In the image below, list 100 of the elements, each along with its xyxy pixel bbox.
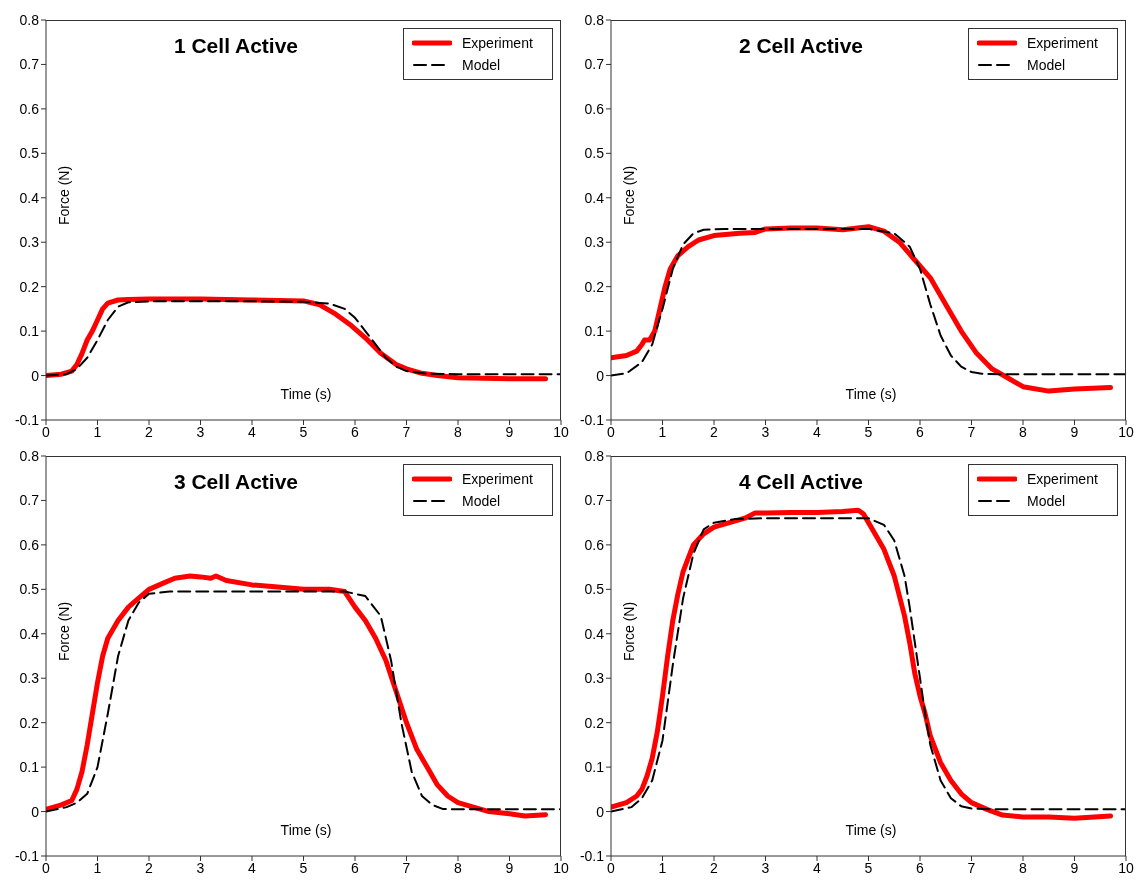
x-tick-label: 4 <box>248 859 257 876</box>
legend-label: Model <box>462 493 501 509</box>
x-tick-label: 1 <box>93 423 102 440</box>
x-axis-title: Time (s) <box>279 386 333 402</box>
y-tick-label: -0.1 <box>14 847 40 864</box>
y-tick-label: 0.3 <box>584 234 605 251</box>
y-tick-label: 0.8 <box>584 447 605 464</box>
y-tick-label: 0 <box>596 367 605 384</box>
legend-label: Model <box>1027 493 1066 509</box>
x-tick-label: 0 <box>42 423 51 440</box>
x-tick-label: 6 <box>916 423 925 440</box>
x-tick-label: 6 <box>916 859 925 876</box>
y-tick-label: 0.1 <box>584 759 605 776</box>
x-tick-label: 1 <box>93 859 102 876</box>
x-tick-label: 1 <box>658 859 667 876</box>
x-tick-label: 2 <box>145 423 154 440</box>
y-tick-label: 0.1 <box>19 759 40 776</box>
y-tick-label: 0.7 <box>584 492 605 509</box>
y-tick-label: 0.4 <box>19 625 40 642</box>
x-tick-label: 8 <box>454 859 463 876</box>
x-tick-label: 9 <box>505 859 514 876</box>
y-tick-label: 0.3 <box>19 234 40 251</box>
y-tick-label: 0.3 <box>19 670 40 687</box>
y-tick-label: 0.5 <box>19 581 40 598</box>
x-tick-label: 2 <box>710 423 719 440</box>
text: 3 Cell Active <box>172 470 300 494</box>
x-axis-title: Time (s) <box>844 822 898 838</box>
y-axis-title: Force (N) <box>621 165 637 225</box>
y-tick-label: 0.6 <box>584 536 605 553</box>
y-axis-title: Force (N) <box>56 601 72 661</box>
x-tick-label: 9 <box>1070 859 1079 876</box>
y-tick-label: 0.4 <box>584 625 605 642</box>
x-tick-label: 10 <box>553 859 569 876</box>
x-tick-label: 10 <box>553 423 569 440</box>
y-tick-label: 0.8 <box>584 11 605 28</box>
y-tick-label: 0.7 <box>584 56 605 73</box>
y-tick-label: 0.1 <box>19 323 40 340</box>
x-tick-label: 5 <box>299 859 308 876</box>
y-tick-label: 0 <box>31 367 40 384</box>
x-tick-label: 3 <box>761 423 770 440</box>
x-tick-label: 2 <box>710 859 719 876</box>
legend-label: Model <box>1027 57 1066 73</box>
y-tick-label: 0.4 <box>584 189 605 206</box>
legend-label: Experiment <box>462 35 533 51</box>
x-tick-label: 9 <box>505 423 514 440</box>
y-tick-label: 0 <box>596 803 605 820</box>
y-tick-label: 0.5 <box>19 145 40 162</box>
y-tick-label: 0.2 <box>19 278 40 295</box>
y-tick-label: 0.8 <box>19 447 40 464</box>
x-tick-label: 0 <box>42 859 51 876</box>
x-tick-label: 7 <box>402 859 411 876</box>
x-tick-label: 4 <box>248 423 257 440</box>
x-tick-label: 6 <box>351 423 360 440</box>
text: 1 Cell Active <box>172 34 300 58</box>
y-tick-label: 0.2 <box>584 278 605 295</box>
y-tick-label: 0.1 <box>584 323 605 340</box>
y-tick-label: 0.2 <box>19 714 40 731</box>
x-tick-label: 9 <box>1070 423 1079 440</box>
x-tick-label: 0 <box>607 423 616 440</box>
y-tick-label: 0.3 <box>584 670 605 687</box>
x-tick-label: 10 <box>1118 423 1134 440</box>
y-tick-label: 0.6 <box>19 100 40 117</box>
x-tick-label: 2 <box>145 859 154 876</box>
x-tick-label: 8 <box>454 423 463 440</box>
y-tick-label: 0.4 <box>19 189 40 206</box>
x-tick-label: 7 <box>967 423 976 440</box>
x-tick-label: 3 <box>761 859 770 876</box>
text: 2 Cell Active <box>737 34 865 58</box>
x-tick-label: 7 <box>402 423 411 440</box>
x-tick-label: 4 <box>813 423 822 440</box>
legend-label: Model <box>462 57 501 73</box>
y-tick-label: 0.5 <box>584 581 605 598</box>
y-tick-label: -0.1 <box>579 847 605 864</box>
y-tick-label: 0.7 <box>19 56 40 73</box>
y-tick-label: 0.2 <box>584 714 605 731</box>
x-tick-label: 8 <box>1019 423 1028 440</box>
x-tick-label: 4 <box>813 859 822 876</box>
legend-label: Experiment <box>1027 471 1098 487</box>
y-tick-label: 0.7 <box>19 492 40 509</box>
text: 4 Cell Active <box>737 470 865 494</box>
y-tick-label: -0.1 <box>579 411 605 428</box>
x-tick-label: 5 <box>864 859 873 876</box>
legend-label: Experiment <box>462 471 533 487</box>
x-tick-label: 5 <box>864 423 873 440</box>
x-axis-title: Time (s) <box>844 386 898 402</box>
y-axis-title: Force (N) <box>56 165 72 225</box>
y-tick-label: -0.1 <box>14 411 40 428</box>
y-tick-label: 0.6 <box>19 536 40 553</box>
x-tick-label: 3 <box>196 859 205 876</box>
x-tick-label: 5 <box>299 423 308 440</box>
y-tick-label: 0.6 <box>584 100 605 117</box>
x-tick-label: 1 <box>658 423 667 440</box>
x-tick-label: 3 <box>196 423 205 440</box>
x-tick-label: 10 <box>1118 859 1134 876</box>
x-tick-label: 7 <box>967 859 976 876</box>
y-axis-title: Force (N) <box>621 601 637 661</box>
x-tick-label: 6 <box>351 859 360 876</box>
x-axis-title: Time (s) <box>279 822 333 838</box>
y-tick-label: 0.5 <box>584 145 605 162</box>
x-tick-label: 0 <box>607 859 616 876</box>
